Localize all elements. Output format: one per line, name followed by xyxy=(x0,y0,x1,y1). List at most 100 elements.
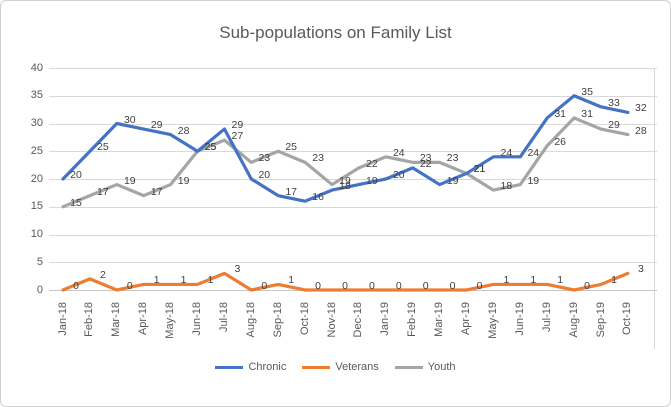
data-label-chronic: 18 xyxy=(339,180,351,193)
data-label-chronic: 31 xyxy=(554,107,567,120)
data-label-chronic: 22 xyxy=(419,157,432,170)
data-label-youth: 24 xyxy=(392,146,405,159)
data-label-youth: 19 xyxy=(339,174,351,187)
data-label-chronic: 32 xyxy=(635,102,647,115)
legend-item-chronic: Chronic xyxy=(215,361,286,373)
data-label-chronic: 30 xyxy=(123,113,136,126)
data-label-chronic: 25 xyxy=(97,141,109,154)
chart-title: Sub-populations on Family List xyxy=(219,23,452,42)
data-label-youth: 23 xyxy=(446,152,459,165)
data-label-veterans: 0 xyxy=(476,280,483,292)
data-label-veterans: 0 xyxy=(315,280,322,292)
legend-item-veterans: Veterans xyxy=(302,361,379,373)
y-axis-tick-label: 40 xyxy=(30,61,43,74)
data-label-youth: 25 xyxy=(204,141,217,154)
legend: Chronic Veterans Youth xyxy=(1,361,670,373)
series-line-veterans xyxy=(61,271,630,292)
data-label-veterans: 1 xyxy=(153,274,160,287)
data-label-youth: 21 xyxy=(473,163,486,176)
data-label-youth: 23 xyxy=(258,152,271,165)
y-axis-tick-label: 10 xyxy=(30,228,43,240)
y-axis-tick-label: 0 xyxy=(36,283,43,296)
data-label-chronic: 19 xyxy=(366,174,378,187)
data-label-chronic: 21 xyxy=(473,163,486,176)
data-label-youth: 26 xyxy=(554,135,567,148)
data-label-youth: 31 xyxy=(581,107,593,120)
data-label-veterans: 0 xyxy=(449,280,456,292)
data-label-youth: 27 xyxy=(231,130,244,143)
data-label-veterans: 3 xyxy=(234,263,241,276)
data-label-veterans: 2 xyxy=(99,268,106,281)
data-label-chronic: 24 xyxy=(500,146,513,159)
data-label-chronic: 20 xyxy=(392,169,405,181)
data-label-chronic: 28 xyxy=(177,124,190,137)
data-label-veterans: 1 xyxy=(557,274,564,287)
data-label-veterans: 0 xyxy=(261,280,268,292)
data-label-youth: 19 xyxy=(527,174,540,187)
gridline-y-10 xyxy=(49,234,657,236)
gridline-y-5 xyxy=(49,262,657,264)
data-label-veterans: 1 xyxy=(180,274,187,287)
legend-label: Youth xyxy=(427,361,456,373)
data-label-veterans: 1 xyxy=(503,274,510,287)
data-label-youth: 18 xyxy=(500,180,513,193)
gridline-y-20 xyxy=(49,179,657,180)
data-label-youth: 23 xyxy=(312,152,324,165)
data-label-chronic: 24 xyxy=(527,146,540,159)
data-label-chronic: 33 xyxy=(608,96,620,109)
data-label-veterans: 1 xyxy=(288,274,295,287)
gridline-y-30 xyxy=(49,123,657,125)
data-label-chronic: 19 xyxy=(446,174,459,187)
legend-swatch-icon xyxy=(302,365,331,369)
data-label-veterans: 0 xyxy=(395,280,402,292)
data-label-chronic: 29 xyxy=(150,119,163,132)
data-label-veterans: 3 xyxy=(637,263,644,276)
data-label-veterans: 0 xyxy=(126,280,133,292)
y-axis-tick-label: 25 xyxy=(30,144,43,157)
gridline-y-25 xyxy=(49,151,657,153)
data-label-chronic: 20 xyxy=(70,169,82,181)
data-label-youth: 25 xyxy=(285,141,298,154)
data-label-veterans: 0 xyxy=(73,280,79,292)
data-label-chronic: 25 xyxy=(204,141,217,154)
gridline-y-15 xyxy=(49,206,657,208)
data-label-veterans: 1 xyxy=(530,274,537,287)
data-label-youth: 19 xyxy=(123,174,136,187)
data-label-veterans: 0 xyxy=(342,280,348,292)
y-axis-tick-label: 5 xyxy=(36,255,43,268)
data-label-veterans: 0 xyxy=(368,280,375,292)
data-label-youth: 15 xyxy=(70,196,82,209)
data-label-chronic: 16 xyxy=(312,191,324,204)
data-label-veterans: 0 xyxy=(584,280,591,292)
data-label-youth: 29 xyxy=(608,119,620,132)
legend-swatch-icon xyxy=(394,365,423,369)
data-label-youth: 17 xyxy=(97,185,109,198)
legend-label: Chronic xyxy=(248,361,287,373)
data-label-youth: 19 xyxy=(177,174,190,187)
legend-label: Veterans xyxy=(335,361,379,373)
data-label-chronic: 17 xyxy=(285,185,298,198)
series-line-chronic xyxy=(61,94,630,203)
legend-swatch-icon xyxy=(215,365,244,369)
plot-right-border xyxy=(654,68,655,349)
gridline-y-35 xyxy=(49,95,657,97)
data-label-chronic: 20 xyxy=(258,169,271,181)
legend-item-youth: Youth xyxy=(394,361,456,373)
series-line-youth xyxy=(61,116,630,209)
gridline-y-40 xyxy=(49,68,657,69)
data-label-veterans: 1 xyxy=(207,274,214,287)
y-axis-tick-label: 30 xyxy=(30,117,43,129)
data-label-veterans: 0 xyxy=(422,280,429,292)
data-label-youth: 17 xyxy=(150,185,163,198)
y-axis-tick-label: 15 xyxy=(30,200,43,213)
data-label-youth: 22 xyxy=(366,157,378,170)
data-label-chronic: 35 xyxy=(581,85,593,98)
y-axis-tick-label: 35 xyxy=(30,89,43,102)
data-label-youth: 28 xyxy=(635,124,647,137)
data-label-chronic: 29 xyxy=(231,119,244,132)
y-axis-tick-label: 20 xyxy=(30,172,43,185)
data-label-veterans: 1 xyxy=(611,274,617,287)
data-label-youth: 23 xyxy=(419,152,432,165)
